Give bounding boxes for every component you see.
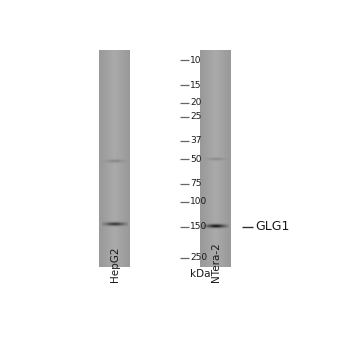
Text: 100: 100 (190, 197, 208, 206)
Text: 250: 250 (190, 253, 208, 262)
Text: kDa: kDa (190, 269, 211, 279)
Text: 10: 10 (190, 56, 202, 65)
Text: 25: 25 (190, 112, 202, 121)
Text: 15: 15 (190, 81, 202, 90)
Text: 50: 50 (190, 155, 202, 164)
Text: 150: 150 (190, 222, 208, 231)
Text: NTera-2: NTera-2 (211, 242, 221, 282)
Text: GLG1: GLG1 (256, 220, 290, 233)
Text: 37: 37 (190, 136, 202, 145)
Text: HepG2: HepG2 (110, 246, 120, 282)
Text: 75: 75 (190, 179, 202, 189)
Text: 20: 20 (190, 98, 202, 107)
